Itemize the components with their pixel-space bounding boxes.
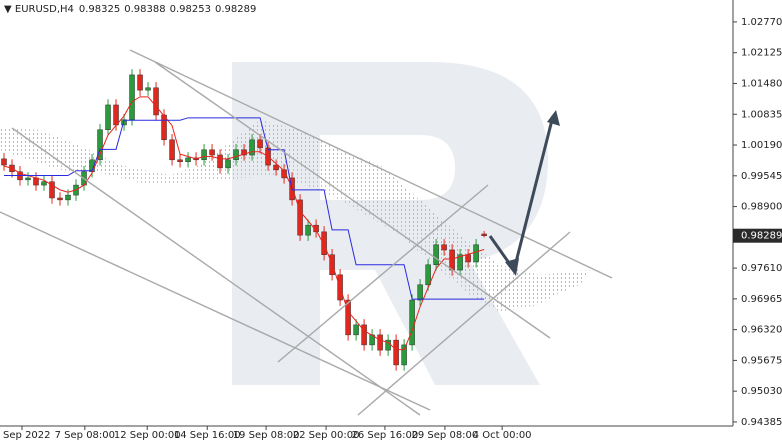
y-tick-label: 0.96965 bbox=[741, 294, 782, 305]
y-tick-label: 0.95030 bbox=[741, 386, 782, 397]
candle-body bbox=[225, 159, 231, 169]
candle-body bbox=[1, 158, 7, 166]
x-tick-label: 29 Sep 08:00 bbox=[412, 430, 479, 441]
y-tick-label: 0.94385 bbox=[741, 417, 782, 428]
candle-body bbox=[321, 231, 327, 255]
candle-body bbox=[89, 159, 95, 172]
plot-area bbox=[1, 69, 487, 371]
candle-body bbox=[33, 177, 39, 186]
candle-body bbox=[113, 104, 119, 126]
close: 0.98289 bbox=[215, 4, 256, 15]
candle-body bbox=[201, 149, 207, 161]
candle-body bbox=[153, 87, 159, 116]
candle-body bbox=[353, 324, 359, 336]
x-tick-label: 14 Sep 16:00 bbox=[174, 430, 241, 441]
candle-body bbox=[457, 254, 463, 271]
open: 0.98325 bbox=[79, 4, 120, 15]
x-tick-label: 4 Oct 00:00 bbox=[473, 430, 532, 441]
candle-body bbox=[361, 324, 367, 346]
price-tag bbox=[733, 228, 782, 243]
candle-body bbox=[377, 334, 383, 351]
candle-body bbox=[393, 339, 399, 366]
y-tick-label: 1.00190 bbox=[741, 140, 782, 151]
x-tick-label: 12 Sep 00:00 bbox=[114, 430, 181, 441]
indicator-line bbox=[4, 117, 485, 300]
arrow-head bbox=[505, 258, 519, 276]
candle-body bbox=[217, 154, 223, 169]
candle-body bbox=[433, 244, 439, 266]
candle-body bbox=[177, 159, 183, 162]
candle-body bbox=[161, 114, 167, 141]
x-tick-label: 26 Sep 16:00 bbox=[352, 430, 419, 441]
candle-body bbox=[233, 149, 239, 161]
low: 0.98253 bbox=[170, 4, 211, 15]
candle-body bbox=[249, 139, 255, 156]
candle-body bbox=[441, 244, 447, 251]
candle-body bbox=[465, 254, 471, 263]
candle-body bbox=[297, 199, 303, 236]
price-tag-label: 0.98289 bbox=[741, 231, 782, 242]
x-tick-label: 19 Sep 08:00 bbox=[233, 430, 300, 441]
candle-body bbox=[25, 177, 31, 181]
candle-body bbox=[65, 194, 71, 201]
y-tick-label: 0.95675 bbox=[741, 355, 782, 366]
candle-body bbox=[129, 74, 135, 120]
candle-body bbox=[481, 233, 487, 236]
trend-lines bbox=[0, 49, 613, 416]
candle-body bbox=[313, 224, 319, 233]
candle-body bbox=[409, 299, 415, 346]
candle-body bbox=[241, 149, 247, 156]
x-tick-label: 7 Sep 08:00 bbox=[55, 430, 115, 441]
candle-body bbox=[473, 244, 479, 263]
candle-body bbox=[145, 87, 151, 91]
triangle: ▼ bbox=[4, 4, 15, 15]
y-tick-label: 1.01480 bbox=[741, 78, 782, 89]
candle-body bbox=[57, 197, 63, 201]
y-tick-label: 0.98900 bbox=[741, 202, 782, 213]
candle-body bbox=[305, 224, 311, 236]
y-tick-label: 0.96320 bbox=[741, 325, 782, 336]
y-tick-label: 1.00835 bbox=[741, 109, 782, 120]
x-tick-label: 22 Sep 00:00 bbox=[293, 430, 360, 441]
y-tick-label: 0.97610 bbox=[741, 263, 782, 274]
candle-body bbox=[169, 139, 175, 161]
candle-body bbox=[425, 264, 431, 286]
x-tick-label: 2 Sep 2022 bbox=[0, 430, 51, 441]
candle-body bbox=[41, 181, 47, 186]
arrow-head bbox=[547, 110, 560, 126]
indicator-line bbox=[3, 96, 485, 351]
symbol: EURUSD,H4 bbox=[15, 4, 74, 15]
y-tick-label: 1.02125 bbox=[741, 48, 782, 59]
candle-body bbox=[185, 157, 191, 162]
candle-body bbox=[417, 284, 423, 301]
y-tick-label: 1.02770 bbox=[741, 17, 782, 28]
candle-body bbox=[449, 249, 455, 271]
candle-body bbox=[137, 74, 143, 91]
header: ▼ EURUSD,H4 0.98325 0.98388 0.98253 0.98289 bbox=[4, 4, 256, 15]
y-tick-label: 0.99545 bbox=[741, 171, 782, 182]
candle-body bbox=[273, 164, 279, 171]
candle-body bbox=[97, 129, 103, 161]
candle-body bbox=[209, 149, 215, 156]
candle-body bbox=[105, 104, 111, 131]
candle-body bbox=[49, 181, 55, 199]
candle-body bbox=[401, 344, 407, 366]
candle-body bbox=[257, 139, 263, 149]
candle-body bbox=[345, 299, 351, 336]
high: 0.98388 bbox=[124, 4, 165, 15]
candle-body bbox=[281, 169, 287, 179]
